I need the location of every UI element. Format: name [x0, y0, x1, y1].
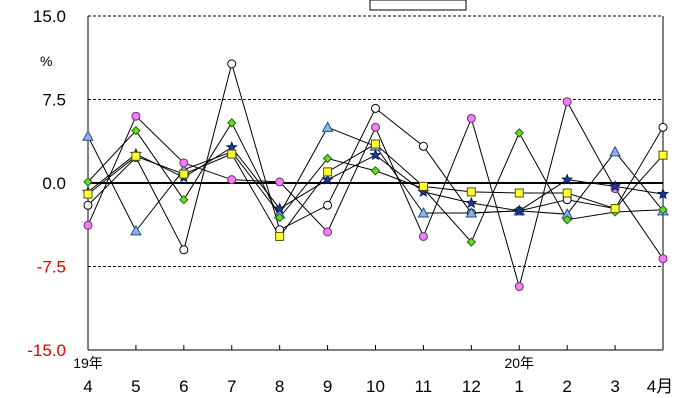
data-point-diamond: [514, 128, 524, 138]
x-tick-label: 8: [275, 377, 284, 396]
data-point-circle: [323, 227, 333, 237]
data-point-circle-open: [179, 245, 189, 255]
data-point-diamond: [274, 212, 285, 223]
x-tick-labels: 4 5 6 7 8 9 10 11 12 1 2 3 4月: [83, 377, 673, 396]
data-point-square: [466, 187, 476, 197]
data-point-triangle: [465, 207, 478, 218]
data-point-square: [131, 151, 141, 161]
x-tick-label: 9: [323, 377, 332, 396]
x-tick-label: 5: [131, 377, 140, 396]
data-point-circle: [179, 158, 189, 168]
data-point-triangle: [82, 130, 94, 141]
x-tick-label: 4: [83, 377, 92, 396]
data-point-star: [513, 204, 526, 216]
year-labels: 19年 20年: [73, 355, 534, 371]
data-point-circle: [658, 254, 668, 264]
x-tick-label: 6: [179, 377, 188, 396]
data-point-circle-open: [418, 141, 428, 151]
data-point-star: [609, 179, 622, 192]
data-point-triangle: [130, 224, 142, 236]
y-tick-label: 0.0: [42, 174, 66, 193]
y-tick-label: 15.0: [33, 7, 66, 26]
data-point-circle: [418, 231, 428, 241]
data-point-square: [418, 181, 428, 191]
year-label: 19年: [73, 355, 103, 371]
data-point-circle: [83, 220, 93, 230]
data-point-diamond: [227, 118, 237, 128]
data-point-circle-open: [658, 122, 668, 132]
data-point-circle: [275, 177, 285, 187]
data-point-diamond: [466, 237, 477, 247]
data-point-square: [610, 204, 620, 214]
x-tick-label: 7: [227, 377, 236, 396]
x-tick-label: 3: [610, 377, 619, 396]
data-point-square: [371, 139, 380, 149]
data-point-square: [227, 149, 237, 159]
data-point-diamond: [131, 125, 141, 136]
data-point-circle-open: [83, 200, 93, 210]
data-point-circle: [227, 175, 237, 185]
data-point-triangle: [417, 207, 430, 218]
data-point-circle: [466, 113, 476, 123]
data-point-circle: [562, 97, 572, 107]
y-tick-label: -7.5: [37, 258, 66, 277]
data-point-diamond: [562, 215, 572, 225]
data-point-diamond: [322, 153, 333, 164]
data-point-triangle: [609, 145, 621, 157]
data-point-square: [179, 169, 189, 179]
data-point-star: [561, 173, 574, 185]
x-tick-label: 4月: [647, 377, 673, 396]
data-point-diamond: [658, 205, 668, 215]
year-label: 20年: [504, 355, 534, 371]
y-unit-label: %: [40, 53, 52, 69]
y-tick-label: -15.0: [27, 341, 66, 360]
data-point-circle-open: [227, 59, 237, 69]
data-point-star: [656, 187, 670, 200]
y-tick-label: 7.5: [42, 91, 66, 110]
data-point-square: [275, 231, 285, 241]
x-tick-label: 1: [515, 377, 524, 396]
data-point-circle: [131, 111, 141, 121]
data-point-square: [658, 150, 668, 160]
y-tick-labels: 15.0 7.5 0.0 -7.5 -15.0: [27, 7, 66, 360]
legend-box: [369, 0, 467, 11]
data-point-square: [323, 167, 333, 177]
x-tick-label: 2: [562, 377, 571, 396]
x-tick-label: 10: [366, 377, 385, 396]
data-point-square: [514, 188, 524, 198]
data-point-triangle: [321, 121, 334, 132]
data-point-circle-open: [323, 200, 333, 210]
data-point-diamond: [179, 194, 189, 205]
gridlines: [88, 15, 663, 267]
data-point-diamond: [370, 166, 381, 176]
data-point-circle: [514, 282, 524, 292]
data-point-star: [273, 202, 286, 214]
data-point-square: [83, 189, 93, 199]
data-point-star: [321, 173, 334, 185]
series-markers: [81, 59, 670, 292]
x-tick-label: 11: [415, 377, 433, 396]
data-point-circle: [371, 122, 380, 132]
data-point-circle-open: [371, 103, 380, 113]
data-point-square: [562, 188, 572, 198]
data-point-star: [465, 196, 478, 209]
x-tick-label: 12: [462, 377, 481, 396]
data-point-star: [369, 148, 382, 161]
